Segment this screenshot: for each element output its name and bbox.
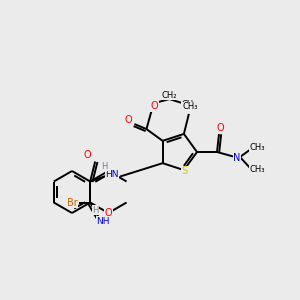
Text: O: O xyxy=(151,101,158,111)
Text: CH₃: CH₃ xyxy=(182,102,198,111)
Text: O: O xyxy=(83,151,91,160)
Text: NH: NH xyxy=(96,217,110,226)
Text: CH₃: CH₃ xyxy=(249,143,265,152)
Text: CH₂: CH₂ xyxy=(162,91,177,100)
Text: O: O xyxy=(124,115,132,125)
Text: O: O xyxy=(216,123,224,133)
Text: Br: Br xyxy=(67,197,78,208)
Text: CH₃: CH₃ xyxy=(182,100,197,109)
Text: H: H xyxy=(92,206,98,214)
Text: CH₃: CH₃ xyxy=(249,166,265,175)
Text: HN: HN xyxy=(105,170,119,179)
Text: O: O xyxy=(105,208,112,218)
Text: N: N xyxy=(233,153,241,163)
Text: S: S xyxy=(182,166,188,176)
Text: H: H xyxy=(101,162,107,171)
